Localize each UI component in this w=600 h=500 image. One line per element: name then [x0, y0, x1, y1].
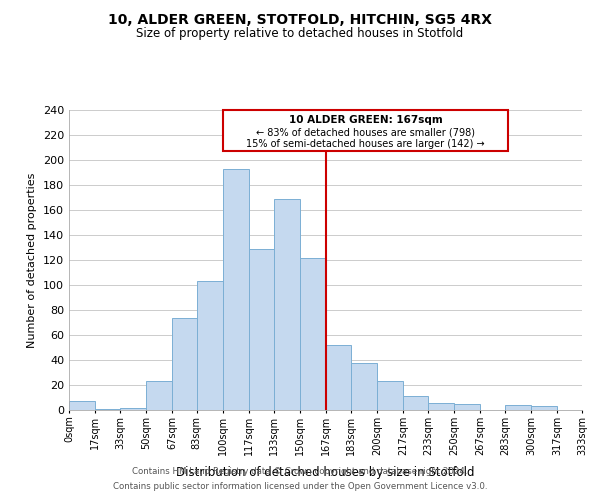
Bar	[505, 405, 531, 410]
Text: 15% of semi-detached houses are larger (142) →: 15% of semi-detached houses are larger (…	[246, 138, 485, 149]
Bar	[377, 381, 403, 410]
Y-axis label: Number of detached properties: Number of detached properties	[28, 172, 37, 348]
Bar	[95, 409, 120, 410]
Bar	[197, 281, 223, 410]
Bar	[351, 362, 377, 410]
Text: ← 83% of detached houses are smaller (798): ← 83% of detached houses are smaller (79…	[256, 128, 475, 138]
Bar	[300, 258, 326, 410]
Bar	[223, 169, 249, 410]
Text: Contains HM Land Registry data © Crown copyright and database right 2024.: Contains HM Land Registry data © Crown c…	[132, 467, 468, 476]
Bar	[172, 318, 197, 410]
Text: Size of property relative to detached houses in Stotfold: Size of property relative to detached ho…	[136, 28, 464, 40]
FancyBboxPatch shape	[223, 110, 508, 151]
Bar	[403, 396, 428, 410]
Text: 10, ALDER GREEN, STOTFOLD, HITCHIN, SG5 4RX: 10, ALDER GREEN, STOTFOLD, HITCHIN, SG5 …	[108, 12, 492, 26]
X-axis label: Distribution of detached houses by size in Stotfold: Distribution of detached houses by size …	[176, 466, 475, 479]
Bar	[454, 404, 481, 410]
Bar	[146, 381, 172, 410]
Text: 10 ALDER GREEN: 167sqm: 10 ALDER GREEN: 167sqm	[289, 115, 442, 125]
Bar	[69, 401, 95, 410]
Bar	[120, 408, 146, 410]
Bar	[326, 345, 351, 410]
Bar	[531, 406, 557, 410]
Bar	[249, 248, 274, 410]
Text: Contains public sector information licensed under the Open Government Licence v3: Contains public sector information licen…	[113, 482, 487, 491]
Bar	[274, 198, 300, 410]
Bar	[428, 402, 454, 410]
